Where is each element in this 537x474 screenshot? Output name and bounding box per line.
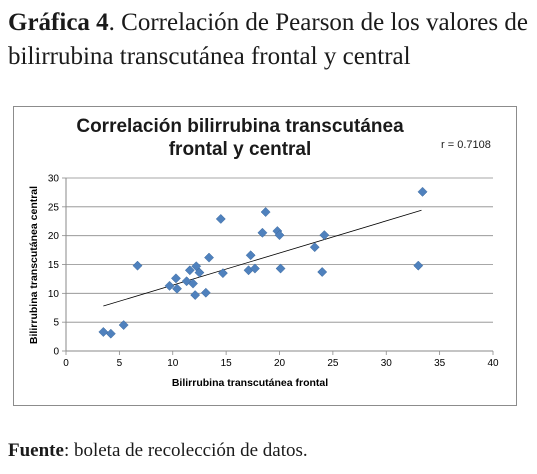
data-point-15 xyxy=(204,252,214,263)
figure-caption: Gráfica 4. Correlación de Pearson de los… xyxy=(8,6,533,74)
trendline xyxy=(103,209,422,307)
chart-title-line1: Correlación bilirrubina transcutánea xyxy=(76,116,404,137)
tick-label-y-5: 5 xyxy=(53,318,59,329)
source-note-text: : boleta de recolección de datos. xyxy=(63,440,308,461)
figure-caption-label: Gráfica 4 xyxy=(8,9,109,36)
source-note-label: Fuente xyxy=(8,440,64,461)
data-point-19 xyxy=(245,250,256,261)
tick-label-x-15: 15 xyxy=(221,358,233,369)
data-point-26 xyxy=(309,242,320,253)
tick-label-y-10: 10 xyxy=(48,289,60,300)
data-point-30 xyxy=(417,186,428,197)
data-point-22 xyxy=(260,207,271,217)
tick-label-x-35: 35 xyxy=(434,358,446,369)
data-point-28 xyxy=(319,230,330,241)
tick-label-y-30: 30 xyxy=(48,174,60,185)
data-point-21 xyxy=(257,227,268,238)
data-point-1 xyxy=(98,327,109,337)
tick-label-y-25: 25 xyxy=(48,202,60,213)
chart-title: Correlación bilirrubina transcutánea fro… xyxy=(44,115,436,161)
data-point-2 xyxy=(105,328,116,339)
tick-label-x-25: 25 xyxy=(327,358,339,369)
axes xyxy=(62,177,494,355)
data-point-11 xyxy=(190,290,201,301)
data-point-20 xyxy=(249,263,260,274)
source-note: Fuente: boleta de recolección de datos. xyxy=(8,440,308,462)
tick-label-x-10: 10 xyxy=(167,358,179,369)
data-point-29 xyxy=(413,260,424,271)
gridlines xyxy=(66,177,493,323)
tick-label-x-20: 20 xyxy=(274,358,286,369)
data-point-7 xyxy=(172,283,182,294)
chart-title-line2: frontal y central xyxy=(168,139,312,160)
y-axis-label: Bilirrubina transcutánea central xyxy=(28,186,40,344)
data-point-16 xyxy=(215,213,226,224)
tick-label-x-0: 0 xyxy=(63,358,69,369)
tick-label-y-20: 20 xyxy=(48,231,60,242)
scatter-plot: 0 5 10 15 20 25 30 0 5 10 15 20 25 30 35 40 Bilirrubina… xyxy=(28,174,499,390)
data-point-25 xyxy=(275,263,286,274)
data-point-24 xyxy=(274,230,285,241)
tick-label-x-40: 40 xyxy=(487,358,499,369)
tick-labels: 0 5 10 15 20 25 30 0 5 10 15 20 25 30 35 40 xyxy=(48,174,499,370)
data-point-10 xyxy=(188,278,198,289)
data-point-17 xyxy=(217,268,228,279)
tick-label-y-15: 15 xyxy=(48,260,60,271)
data-point-4 xyxy=(132,260,143,271)
correlation-annotation: r = 0.7108 xyxy=(441,139,491,151)
data-point-9 xyxy=(184,265,195,276)
trendline-group xyxy=(103,209,422,307)
data-point-3 xyxy=(118,320,129,331)
figure-caption-text: . Correlación de Pearson de los valores … xyxy=(8,9,528,70)
tick-label-x-30: 30 xyxy=(381,358,393,369)
data-points xyxy=(98,186,428,339)
data-point-5 xyxy=(164,280,175,291)
tick-label-x-5: 5 xyxy=(117,358,123,369)
data-point-14 xyxy=(200,287,211,298)
data-point-6 xyxy=(170,273,181,284)
tick-label-y-0: 0 xyxy=(53,347,59,358)
data-point-13 xyxy=(194,267,205,278)
data-point-27 xyxy=(317,267,328,277)
chart-frame: Correlación bilirrubina transcutánea fro… xyxy=(13,106,517,406)
x-axis-label: Bilirrubina transcutánea frontal xyxy=(172,377,328,389)
